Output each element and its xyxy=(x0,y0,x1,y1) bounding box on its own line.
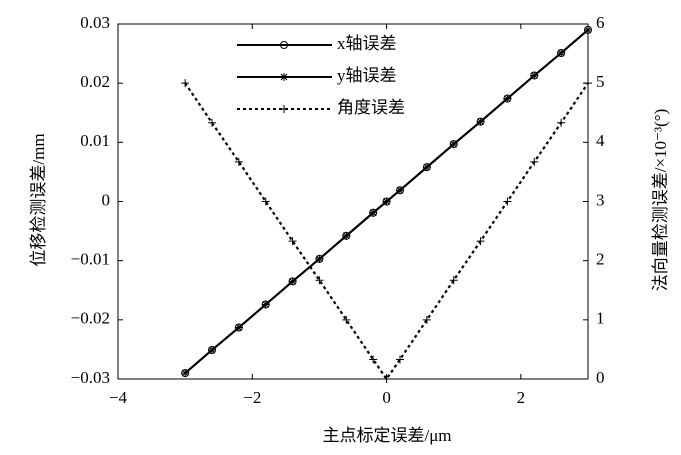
y2-tick-label: 1 xyxy=(596,309,605,328)
x-axis-label: 主点标定误差/μm xyxy=(322,426,451,445)
data-point xyxy=(261,197,270,206)
series-line xyxy=(184,82,589,381)
data-point xyxy=(557,48,566,57)
data-point xyxy=(181,79,190,88)
data-point xyxy=(315,276,324,285)
data-point xyxy=(369,355,378,364)
data-point xyxy=(476,237,485,246)
x-tick-label: 2 xyxy=(517,388,526,407)
x-tick-label: −4 xyxy=(109,388,128,407)
data-point xyxy=(396,355,404,364)
y2-tick-label: 6 xyxy=(596,13,605,32)
data-point xyxy=(288,277,297,286)
x-tick-label: −2 xyxy=(243,388,261,407)
y-tick-label: −0.01 xyxy=(71,250,110,269)
data-point xyxy=(557,118,566,127)
y-tick-label: 0 xyxy=(102,190,111,209)
data-point xyxy=(476,117,485,126)
data-point xyxy=(261,300,270,309)
y-tick-label: 0.03 xyxy=(80,13,110,32)
data-point xyxy=(342,315,351,324)
y2-tick-label: 3 xyxy=(596,190,605,209)
y-tick-label: 0.02 xyxy=(80,72,110,91)
data-point xyxy=(382,197,391,206)
y2-axis-label: 法向量检测误差/×10⁻³(°) xyxy=(651,109,670,292)
data-point xyxy=(503,197,512,206)
data-point xyxy=(503,94,512,103)
legend-marker xyxy=(280,73,288,81)
data-point xyxy=(315,254,324,263)
y2-tick-label: 2 xyxy=(596,250,605,269)
data-point xyxy=(422,315,431,324)
legend-label: x轴误差 xyxy=(337,34,397,53)
legend-marker xyxy=(280,105,288,113)
data-point xyxy=(422,163,431,172)
y-tick-label: 0.01 xyxy=(80,131,110,150)
data-point xyxy=(449,276,458,285)
data-point xyxy=(342,231,351,240)
y2-tick-label: 0 xyxy=(596,368,605,387)
data-point xyxy=(181,369,190,378)
data-point xyxy=(208,118,216,127)
y-tick-label: −0.03 xyxy=(71,368,110,387)
y2-tick-label: 4 xyxy=(596,131,605,150)
y-tick-label: −0.02 xyxy=(71,309,110,328)
data-point xyxy=(234,323,243,332)
data-point xyxy=(382,375,391,383)
data-point xyxy=(584,25,592,34)
legend-label: 角度误差 xyxy=(337,98,405,117)
x-tick-label: 0 xyxy=(382,388,391,407)
y-axis-label: 位移检测误差/mm xyxy=(29,133,48,266)
y2-tick-label: 5 xyxy=(596,72,605,91)
data-point xyxy=(530,157,539,166)
legend-label: y轴误差 xyxy=(337,66,397,85)
data-point xyxy=(449,140,458,149)
data-point xyxy=(584,79,592,88)
data-point xyxy=(396,186,404,195)
data-point xyxy=(530,71,539,80)
data-point xyxy=(369,208,378,217)
data-point xyxy=(288,237,297,246)
legend-marker xyxy=(280,41,288,49)
data-point xyxy=(208,346,216,355)
data-point xyxy=(234,157,243,166)
